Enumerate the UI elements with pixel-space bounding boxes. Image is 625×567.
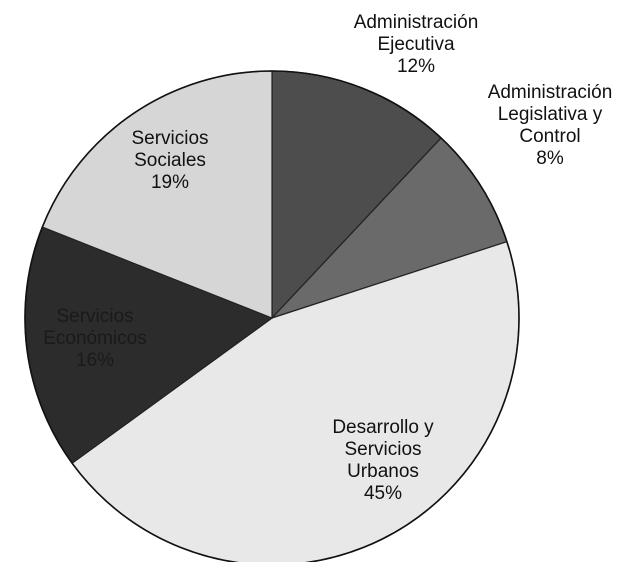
slice-label-line: Servicios: [344, 439, 421, 460]
slice-label: Administración Legislativa y Control 8%: [488, 82, 613, 169]
slice-label-line: Administración: [354, 12, 479, 33]
slice-label-line: 16%: [76, 350, 114, 371]
slice-label-line: Desarrollo y: [332, 417, 434, 438]
slice-label: Desarrollo y Servicios Urbanos 45%: [332, 417, 434, 504]
slice-label-line: Control: [519, 126, 580, 147]
slice-label-line: Servicios: [56, 306, 133, 327]
slice-label-line: 19%: [151, 172, 189, 193]
slice-label-line: Legislativa y: [498, 104, 603, 125]
slice-label-line: Servicios: [131, 128, 208, 149]
slice-label-line: Ejecutiva: [377, 34, 455, 55]
slice-label-line: 12%: [397, 56, 435, 77]
slice-label-line: 8%: [536, 148, 564, 169]
slice-label-line: 45%: [364, 483, 402, 504]
slice-label: Servicios Económicos 16%: [43, 306, 147, 371]
slice-label: Administración Ejecutiva 12%: [354, 12, 479, 77]
slice-label-line: Administración: [488, 82, 613, 103]
slice-label-line: Sociales: [134, 150, 206, 171]
slice-label-line: Económicos: [43, 328, 147, 349]
slice-label: Servicios Sociales 19%: [131, 128, 208, 193]
slice-label-line: Urbanos: [347, 461, 419, 482]
